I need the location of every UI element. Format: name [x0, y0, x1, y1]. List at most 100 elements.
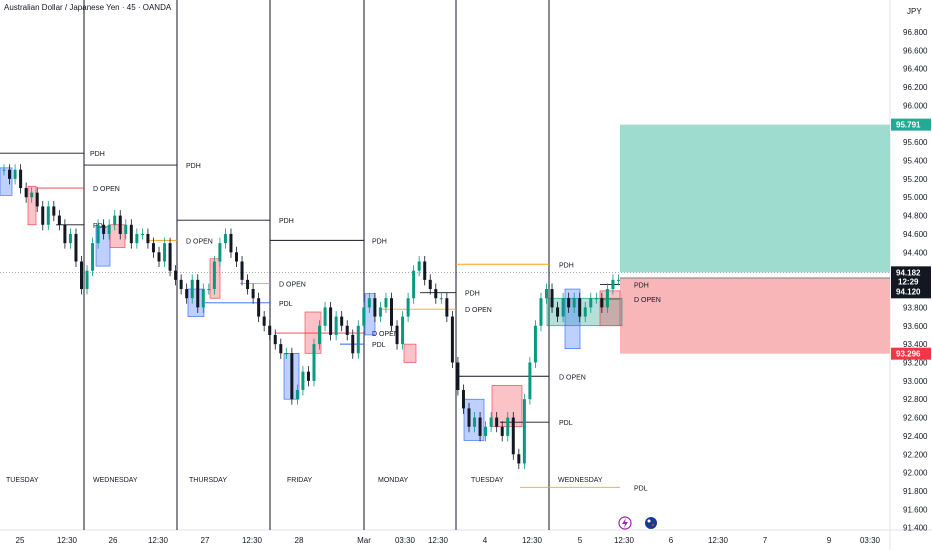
candle-body [273, 334, 277, 345]
level-label: PDL [559, 420, 573, 427]
price-axis[interactable]: 96.800 96.600 96.400 96.200 96.000 95.600 95.4… [903, 28, 928, 533]
time-tick-label: 7 [763, 536, 768, 545]
candle-body [229, 233, 233, 253]
day-label: WEDNESDAY [558, 477, 603, 484]
candle-body [478, 417, 482, 436]
target-price-badge-bg [891, 118, 931, 131]
time-tick-label: Mar [357, 536, 371, 545]
candle-body [528, 362, 532, 400]
candle-body [251, 289, 255, 299]
candle-body [113, 215, 117, 225]
level-label: PDH [90, 151, 105, 158]
event-icons[interactable] [618, 516, 657, 530]
candle-body [24, 188, 28, 198]
candle-body [246, 279, 250, 290]
stop-price-badge-bg [891, 347, 931, 360]
candle-body [268, 325, 272, 335]
australia-flag-cross [652, 524, 654, 526]
candle-body [74, 233, 78, 262]
level-label: D OPEN [465, 307, 492, 314]
australia-flag-star [647, 519, 651, 523]
price-tick-label: 94.800 [903, 212, 928, 221]
level-label: PDH [465, 291, 480, 298]
candle-body [351, 334, 355, 354]
stop-price-badge: 93.296 [896, 350, 921, 359]
candle-body [390, 298, 393, 326]
time-tick-label: 28 [295, 536, 304, 545]
time-tick-label: 25 [16, 536, 25, 545]
candle-body [567, 298, 571, 308]
candle-body [395, 325, 399, 345]
time-tick-label: 12:30 [57, 536, 78, 545]
price-tick-label: 92.400 [903, 432, 928, 441]
candle-body [434, 289, 438, 299]
time-tick-label: 4 [483, 536, 488, 545]
stop-loss-zone [620, 278, 890, 354]
candle-body [533, 325, 537, 363]
price-tick-label: 92.200 [903, 450, 928, 459]
level-label: PDH [559, 262, 574, 269]
level-label: PDH [372, 238, 387, 245]
candle-body [129, 224, 133, 244]
candle-body [384, 298, 388, 308]
candle-body [412, 270, 416, 299]
candle-body [157, 252, 161, 262]
candle-body [46, 206, 50, 225]
candle-body [284, 353, 288, 355]
time-tick-label: 27 [201, 536, 210, 545]
price-tick-label: 92.600 [903, 414, 928, 423]
price-tick-label: 91.800 [903, 487, 928, 496]
price-tick-label: 96.600 [903, 46, 928, 55]
time-axis[interactable]: 25 12:30 26 12:30 27 12:30 28 Mar 03:30 12:30 4 12:… [16, 536, 881, 545]
price-tick-label: 91.600 [903, 505, 928, 514]
day-label: FRIDAY [287, 477, 312, 484]
price-tick-label: 93.600 [903, 322, 928, 331]
candle-body [235, 252, 238, 262]
candle-body [340, 316, 344, 326]
candle-body [461, 390, 465, 409]
candle-body [290, 353, 294, 400]
time-tick-label: 12:30 [428, 536, 449, 545]
symbol-title[interactable]: Australian Dollar / Japanese Yen · 45 · … [4, 3, 172, 12]
candle-body [218, 243, 222, 262]
candle-body [428, 279, 432, 290]
candle-body [611, 279, 615, 290]
candle-body [151, 243, 155, 253]
candle-body [201, 289, 205, 308]
candle-body [257, 298, 261, 317]
candle-body [2, 169, 6, 171]
session-box [564, 288, 581, 350]
candle-body [495, 417, 499, 427]
session-box [187, 288, 205, 317]
price-tick-label: 93.200 [903, 358, 928, 367]
candle-body [96, 224, 100, 244]
countdown-badge: 12:29 [898, 277, 919, 286]
candle-body [262, 316, 266, 326]
candle-body [356, 325, 360, 354]
candle-body [35, 192, 39, 207]
candle-body [334, 316, 338, 335]
candle-body [19, 169, 23, 189]
candle-body [80, 261, 83, 290]
candle-body [312, 344, 316, 381]
australia-flag-icon[interactable] [645, 517, 657, 529]
candle-body [511, 417, 515, 455]
time-tick-label: 26 [109, 536, 118, 545]
price-tick-label: 93.400 [903, 340, 928, 349]
session-box [109, 224, 126, 249]
candle-body [594, 298, 598, 300]
candle-body [605, 289, 609, 308]
time-tick-label: 5 [578, 536, 583, 545]
day-label: TUESDAY [471, 477, 504, 484]
level-label: PDH [186, 163, 201, 170]
candle-body [467, 408, 471, 427]
candles [2, 164, 620, 469]
lightning-icon-glyph [622, 518, 628, 528]
level-label: D OPEN [93, 186, 120, 193]
candle-body [373, 298, 377, 317]
candle-body [556, 307, 560, 317]
candle-body [378, 307, 382, 317]
candle-body [345, 325, 349, 335]
